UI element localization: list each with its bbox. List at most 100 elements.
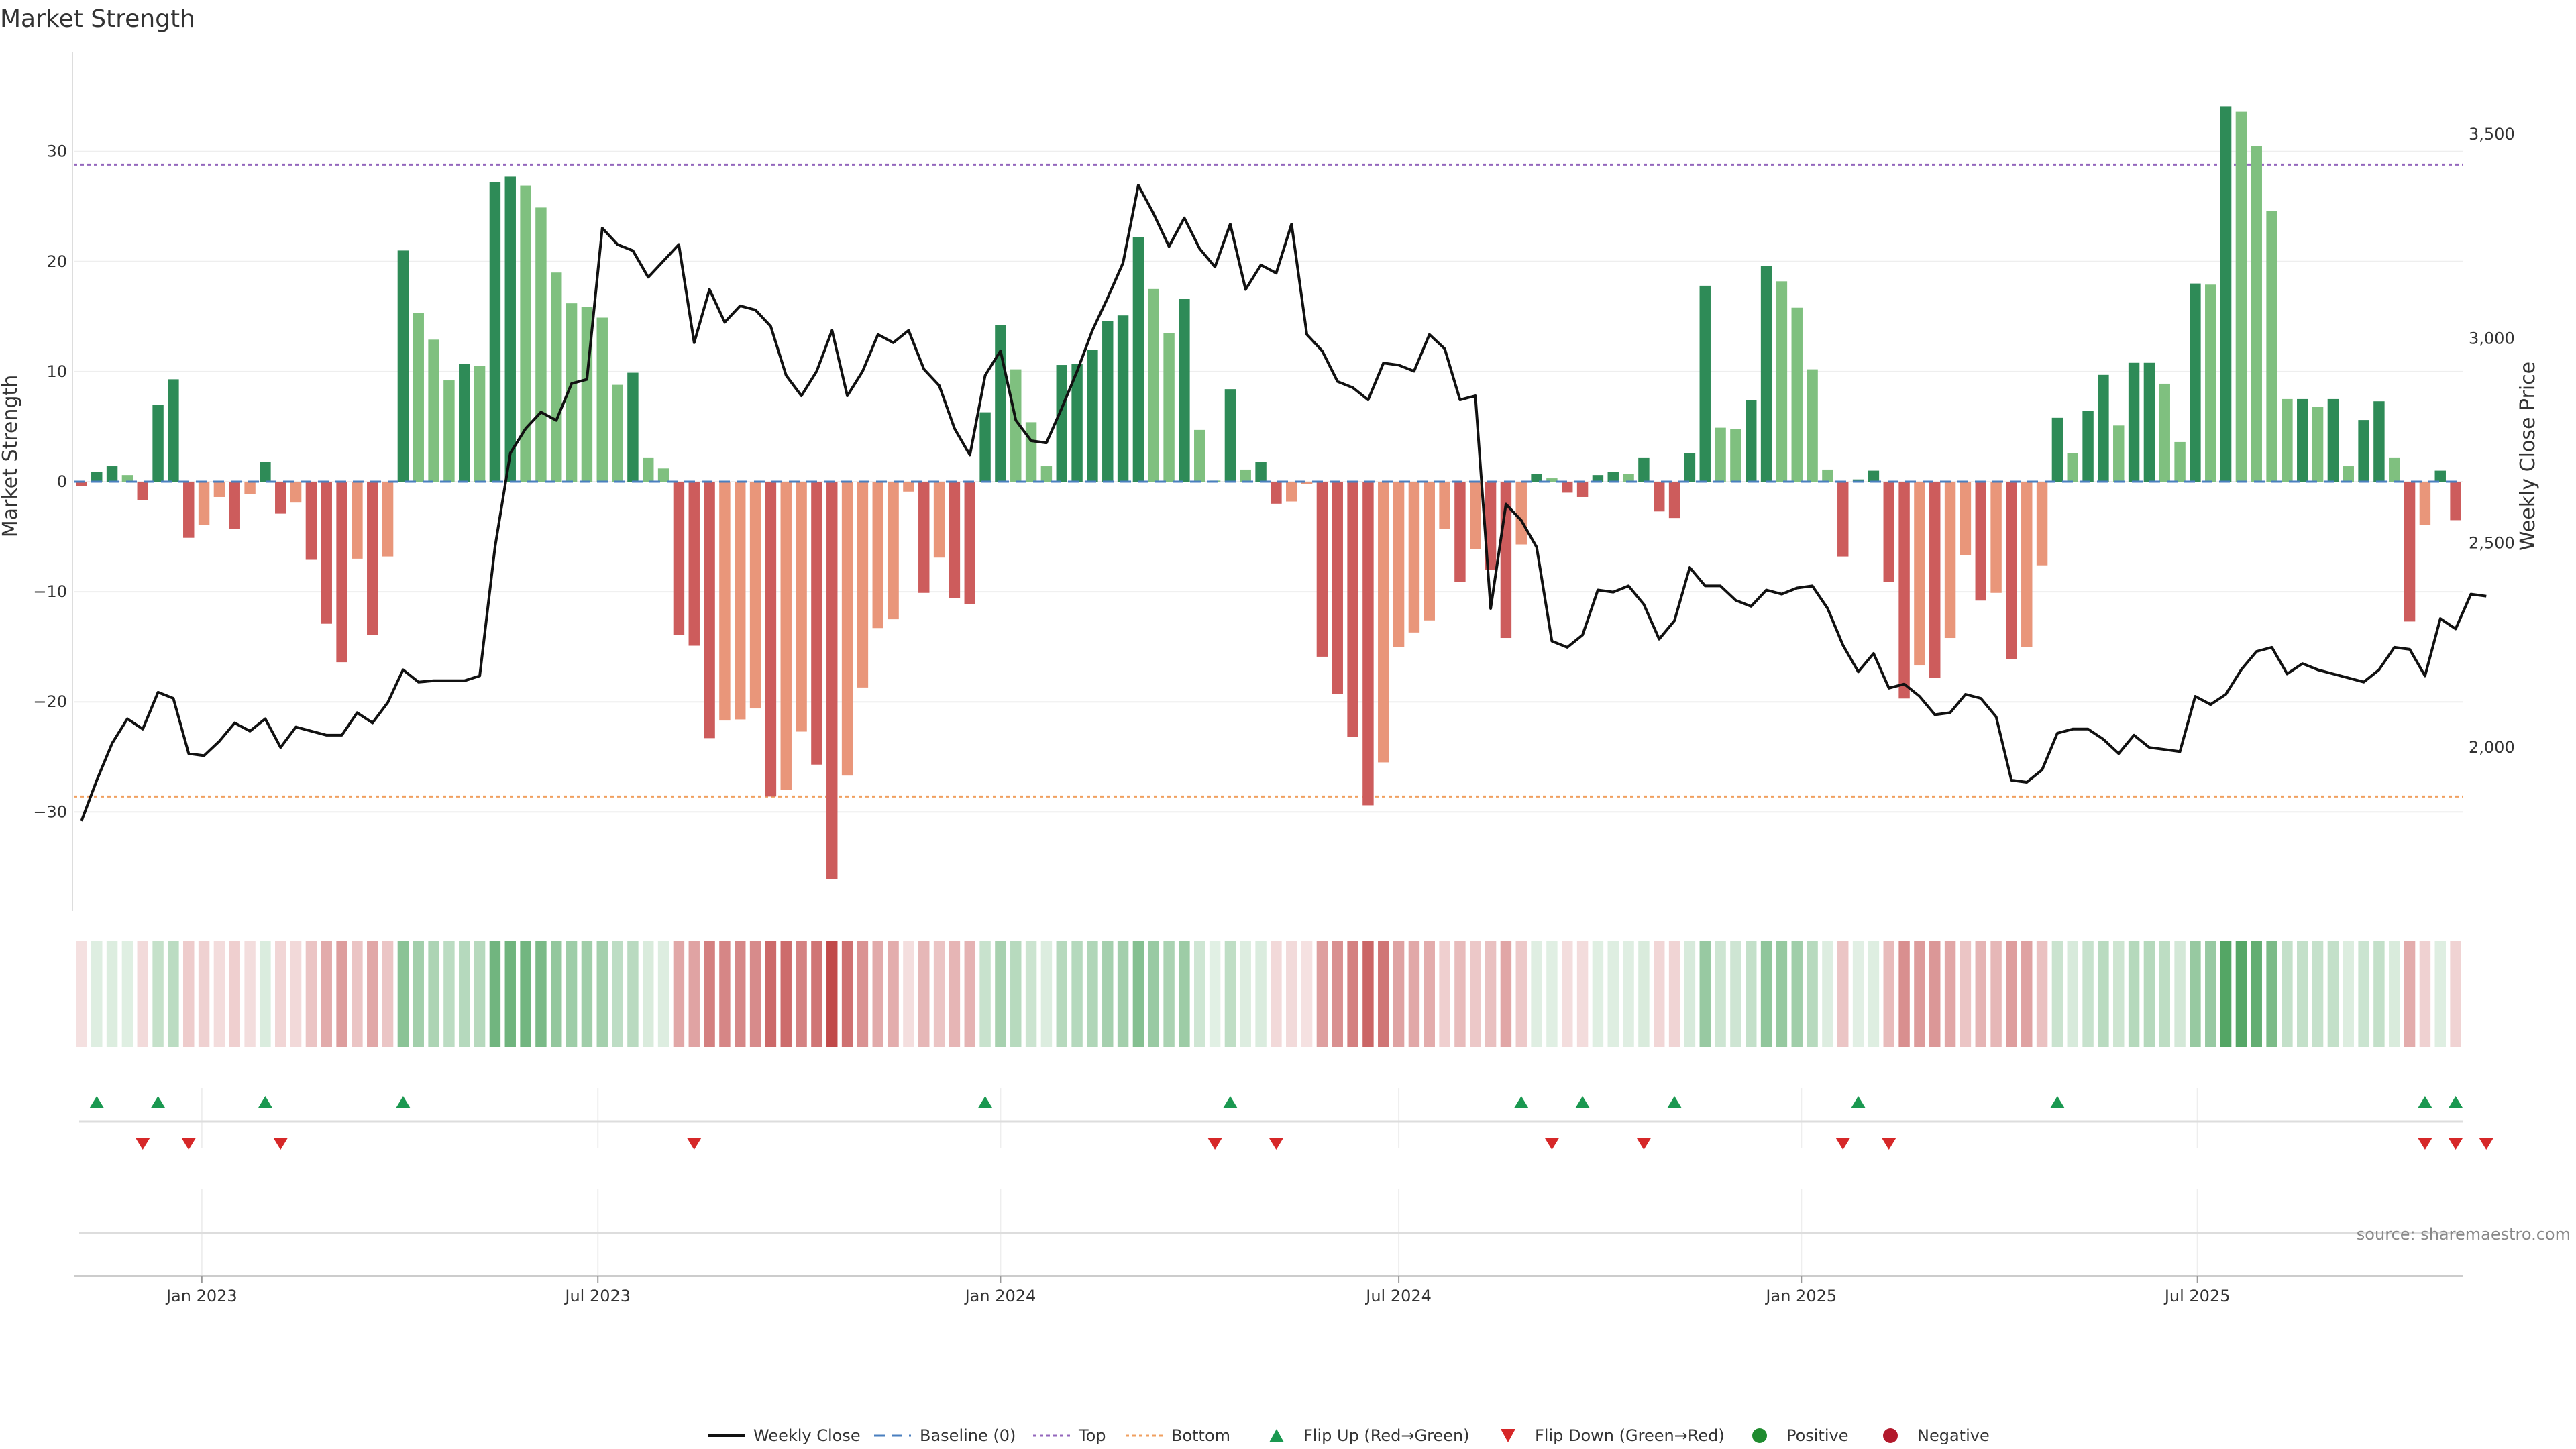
heat-cell: [1424, 941, 1435, 1046]
heat-cell: [2143, 941, 2155, 1046]
strength-bar: [2343, 466, 2354, 482]
strength-bar: [1837, 482, 1849, 557]
heat-cell: [2358, 941, 2369, 1046]
flip-up-marker: [1851, 1096, 1866, 1108]
heat-cell: [2419, 941, 2431, 1046]
legend-item: Positive: [1752, 1426, 1849, 1445]
strength-bar: [2312, 407, 2324, 482]
legend-label: Negative: [1917, 1426, 1990, 1445]
strength-bar: [1546, 478, 1558, 482]
strength-bar: [1914, 482, 1925, 666]
strength-bar: [2006, 482, 2017, 659]
strength-bar: [2098, 374, 2109, 482]
heat-cell: [2434, 941, 2446, 1046]
strength-bar: [1087, 350, 1098, 482]
heat-cell: [612, 941, 623, 1046]
strength-bar: [1592, 475, 1604, 482]
heat-cell: [627, 941, 639, 1046]
strength-bar: [76, 482, 87, 486]
strength-bar: [2404, 482, 2416, 622]
heat-cell: [688, 941, 700, 1046]
strength-bar: [811, 482, 822, 765]
strength-bar: [489, 182, 501, 482]
flip-down-marker: [181, 1138, 197, 1150]
flip-down-marker: [1835, 1138, 1851, 1150]
heat-cell: [1408, 941, 1420, 1046]
heat-cell: [1378, 941, 1389, 1046]
heat-cell: [1025, 941, 1037, 1046]
strength-bar: [765, 482, 777, 797]
strength-bar: [535, 207, 547, 482]
heat-cell: [1209, 941, 1221, 1046]
heat-cell: [1914, 941, 1925, 1046]
strength-bar: [229, 482, 240, 529]
flip-down-marker: [2417, 1138, 2432, 1150]
heat-cell: [2373, 941, 2385, 1046]
strength-bar: [1944, 482, 1956, 639]
heat-cell: [2327, 941, 2339, 1046]
strength-bar: [872, 482, 883, 629]
heat-cell: [1960, 941, 1972, 1046]
strength-bar: [1975, 482, 1986, 601]
strength-bar: [1179, 299, 1190, 482]
legend-swatch: [1269, 1429, 1284, 1442]
heat-cell: [1393, 941, 1405, 1046]
heat-cell: [749, 941, 761, 1046]
heat-cell: [152, 941, 164, 1046]
strength-bar: [459, 364, 470, 482]
flip-up-marker: [1575, 1096, 1591, 1108]
strength-bar: [1040, 466, 1053, 482]
strength-bar: [413, 313, 424, 482]
strength-bar: [121, 475, 133, 482]
strength-bar: [841, 482, 853, 776]
heat-cell: [2067, 941, 2078, 1046]
strength-bar: [275, 482, 286, 514]
heat-cell: [535, 941, 547, 1046]
heat-cell: [137, 941, 148, 1046]
strength-bar: [1760, 266, 1772, 482]
strength-bar: [1776, 281, 1788, 482]
strength-bar: [1224, 389, 1236, 482]
strength-bar: [780, 482, 792, 790]
heat-cell: [2036, 941, 2048, 1046]
strength-bar: [1362, 482, 1374, 806]
flip-down-marker: [273, 1138, 288, 1150]
strength-bar: [566, 303, 578, 482]
heat-cell: [1562, 941, 1573, 1046]
heat-cell: [1439, 941, 1450, 1046]
heat-cell: [1623, 941, 1634, 1046]
heat-cell: [2266, 941, 2277, 1046]
strength-bar: [2282, 398, 2293, 482]
heat-cell: [489, 941, 501, 1046]
heat-cell: [367, 941, 378, 1046]
strength-bar: [321, 482, 332, 624]
strength-bar: [1883, 482, 1894, 582]
strength-bar: [1852, 479, 1864, 482]
heat-cell: [474, 941, 486, 1046]
y-tick-label: 30: [46, 142, 67, 161]
strength-bar: [443, 380, 455, 482]
legend-swatch: [1752, 1428, 1767, 1443]
heat-cell: [995, 941, 1006, 1046]
y2-tick-label: 2,000: [2469, 738, 2515, 757]
heat-cell: [2220, 941, 2232, 1046]
heat-cell: [2159, 941, 2170, 1046]
heat-cell: [796, 941, 807, 1046]
heat-cell: [1087, 941, 1098, 1046]
strength-bar: [596, 317, 608, 482]
heat-cell: [1699, 941, 1711, 1046]
strength-bar: [2021, 482, 2033, 647]
strength-bar: [2036, 482, 2048, 566]
strength-bar: [2067, 453, 2078, 482]
heat-cell: [2174, 941, 2186, 1046]
heat-cell: [841, 941, 853, 1046]
flip-up-marker: [2049, 1096, 2065, 1108]
heat-cell: [2205, 941, 2216, 1046]
strength-bar: [1470, 482, 1481, 549]
heat-cell: [979, 941, 991, 1046]
heat-cell: [1332, 941, 1343, 1046]
strength-bar: [352, 482, 363, 559]
flip-up-marker: [89, 1096, 105, 1108]
heat-cell: [2051, 941, 2063, 1046]
heat-cell: [1822, 941, 1833, 1046]
